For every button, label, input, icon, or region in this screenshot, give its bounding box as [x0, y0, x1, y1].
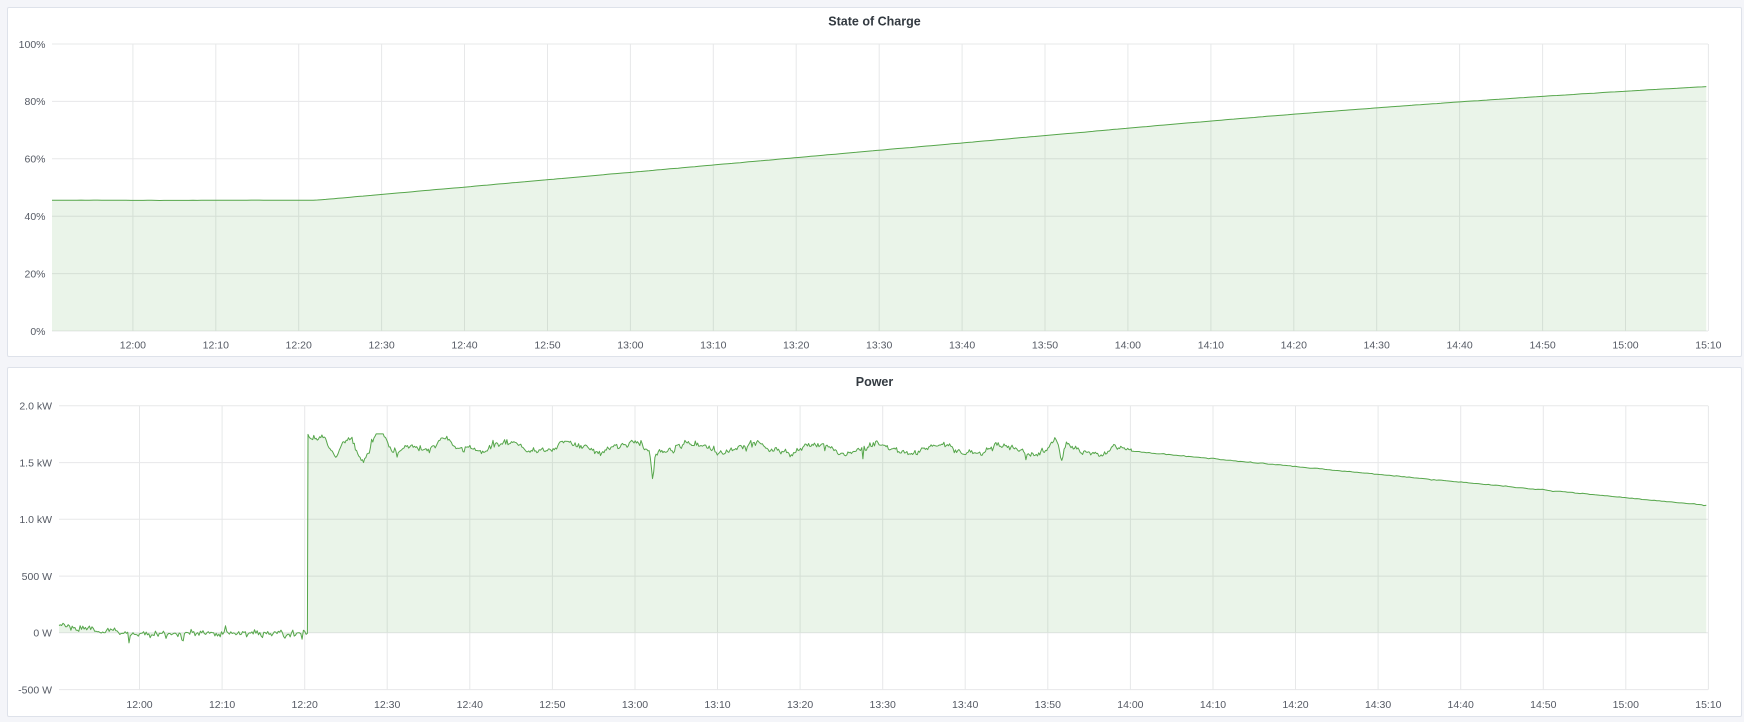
svg-text:80%: 80% — [24, 96, 45, 108]
svg-text:14:50: 14:50 — [1530, 699, 1556, 711]
svg-text:13:30: 13:30 — [870, 699, 896, 711]
svg-text:15:00: 15:00 — [1612, 339, 1638, 351]
svg-text:0%: 0% — [30, 326, 45, 338]
svg-text:14:10: 14:10 — [1200, 699, 1226, 711]
svg-text:13:20: 13:20 — [783, 339, 809, 351]
svg-text:12:40: 12:40 — [451, 339, 477, 351]
svg-text:1.0 kW: 1.0 kW — [19, 514, 52, 526]
svg-text:12:50: 12:50 — [534, 339, 560, 351]
svg-text:60%: 60% — [24, 154, 45, 166]
svg-text:State of Charge: State of Charge — [828, 15, 920, 29]
svg-text:40%: 40% — [24, 211, 45, 223]
svg-text:14:00: 14:00 — [1117, 699, 1143, 711]
svg-text:13:10: 13:10 — [704, 699, 730, 711]
svg-text:15:10: 15:10 — [1695, 339, 1721, 351]
svg-text:13:30: 13:30 — [866, 339, 892, 351]
svg-text:2.0 kW: 2.0 kW — [19, 400, 52, 412]
svg-text:14:30: 14:30 — [1365, 699, 1391, 711]
svg-text:14:30: 14:30 — [1364, 339, 1390, 351]
svg-text:12:30: 12:30 — [368, 339, 394, 351]
svg-text:12:30: 12:30 — [374, 699, 400, 711]
svg-text:1.5 kW: 1.5 kW — [19, 457, 52, 469]
svg-text:14:40: 14:40 — [1448, 699, 1474, 711]
svg-text:13:00: 13:00 — [617, 339, 643, 351]
svg-text:100%: 100% — [19, 39, 46, 51]
svg-text:13:00: 13:00 — [622, 699, 648, 711]
svg-text:13:50: 13:50 — [1032, 339, 1058, 351]
svg-text:0 W: 0 W — [33, 627, 52, 639]
svg-text:14:20: 14:20 — [1282, 699, 1308, 711]
svg-text:13:40: 13:40 — [949, 339, 975, 351]
svg-text:15:00: 15:00 — [1613, 699, 1639, 711]
svg-text:13:40: 13:40 — [952, 699, 978, 711]
svg-text:12:50: 12:50 — [539, 699, 565, 711]
svg-text:12:20: 12:20 — [286, 339, 312, 351]
svg-text:14:50: 14:50 — [1529, 339, 1555, 351]
svg-text:12:20: 12:20 — [292, 699, 318, 711]
svg-text:14:40: 14:40 — [1446, 339, 1472, 351]
svg-text:14:00: 14:00 — [1115, 339, 1141, 351]
svg-text:15:10: 15:10 — [1695, 699, 1721, 711]
svg-text:12:00: 12:00 — [120, 339, 146, 351]
svg-text:13:10: 13:10 — [700, 339, 726, 351]
svg-text:Power: Power — [856, 375, 894, 389]
svg-text:20%: 20% — [24, 268, 45, 280]
svg-text:500 W: 500 W — [22, 570, 52, 582]
svg-text:14:20: 14:20 — [1281, 339, 1307, 351]
svg-text:14:10: 14:10 — [1198, 339, 1224, 351]
svg-text:13:50: 13:50 — [1035, 699, 1061, 711]
svg-text:12:40: 12:40 — [457, 699, 483, 711]
svg-text:12:10: 12:10 — [203, 339, 229, 351]
svg-text:12:10: 12:10 — [209, 699, 235, 711]
svg-text:-500 W: -500 W — [18, 684, 52, 696]
svg-text:13:20: 13:20 — [787, 699, 813, 711]
svg-text:12:00: 12:00 — [126, 699, 152, 711]
